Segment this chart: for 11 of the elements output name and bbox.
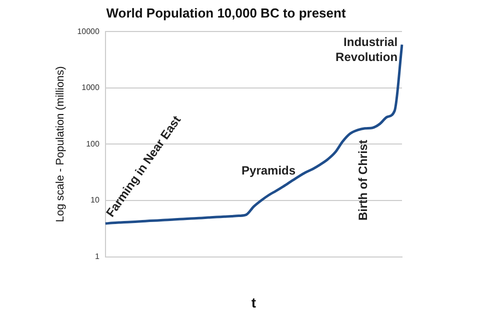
chart-title: World Population 10,000 BC to present: [106, 5, 346, 20]
x-axis-title: t: [251, 294, 256, 310]
y-tick-label: 1000: [82, 83, 100, 92]
y-axis-title: Log scale - Population (millions): [54, 66, 67, 222]
annotation: Pyramids: [242, 164, 296, 178]
y-tick-label: 100: [86, 139, 100, 148]
y-tick-label: 10000: [77, 26, 100, 36]
y-tick-label: 1: [94, 252, 100, 262]
annotation: Industrial Revolution: [336, 35, 398, 64]
annotation: Birth of Christ: [356, 140, 370, 221]
y-tick-label: 10: [90, 196, 100, 205]
